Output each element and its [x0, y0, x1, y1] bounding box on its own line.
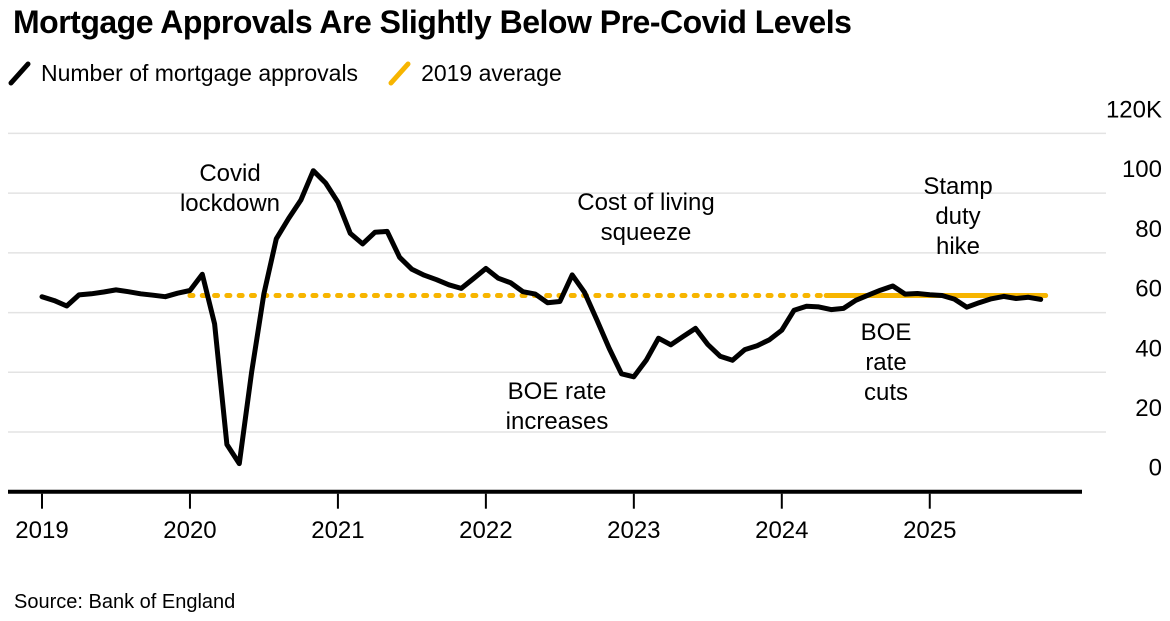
annotation-cost-of-living-squeeze: Cost of living squeeze [577, 189, 715, 246]
legend-item-approvals: Number of mortgage approvals [8, 60, 358, 87]
x-axis-label: 2021 [311, 517, 364, 544]
y-axis-label: 60 [1135, 276, 1162, 303]
annotation-boe-rate-increases: BOE rate increases [505, 378, 609, 435]
page-title: Mortgage Approvals Are Slightly Below Pr… [13, 4, 852, 40]
x-axis-label: 2022 [459, 517, 512, 544]
y-axis-label: 40 [1135, 335, 1162, 362]
x-axis-label: 2023 [607, 517, 660, 544]
black-slash-icon [8, 61, 31, 85]
yellow-slash-icon [388, 61, 411, 85]
y-axis-label: 100 [1122, 156, 1162, 183]
legend-label-approvals: Number of mortgage approvals [41, 59, 359, 86]
annotation-stamp-duty-hike: Stamp duty hike [923, 173, 993, 260]
x-axis-label: 2020 [163, 517, 216, 544]
source-note: Source: Bank of England [14, 591, 236, 613]
y-axis-label: 80 [1135, 216, 1162, 243]
chart-canvas: 0 20 40 60 80 100 120K 2019 2020 2021 2022 2023 2024… [8, 96, 1162, 544]
x-axis-label: 2025 [903, 517, 956, 544]
y-axis-label: 120K [1106, 96, 1162, 123]
x-axis-label: 2019 [15, 517, 68, 544]
annotation-covid-lockdown: Covid lockdown [179, 160, 281, 217]
legend-item-average: 2019 average [388, 60, 562, 87]
legend: Number of mortgage approvals 2019 averag… [8, 57, 562, 89]
approvals-line [39, 168, 1044, 467]
annotation-boe-rate-cuts: BOE rate cuts [860, 319, 912, 406]
y-axis-label: 0 [1149, 455, 1162, 482]
x-axis-label: 2024 [755, 517, 808, 544]
y-axis-label: 20 [1135, 395, 1162, 422]
legend-label-average: 2019 average [421, 59, 562, 86]
